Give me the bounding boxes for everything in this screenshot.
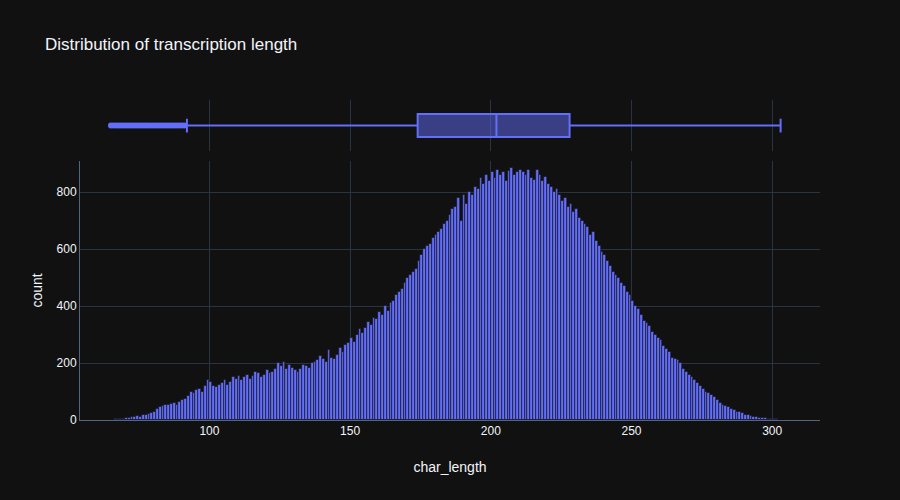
svg-text:200: 200	[481, 424, 501, 438]
svg-text:800: 800	[57, 185, 77, 199]
svg-text:0: 0	[70, 413, 77, 427]
svg-text:400: 400	[57, 299, 77, 313]
svg-text:count: count	[29, 273, 45, 307]
svg-text:250: 250	[621, 424, 641, 438]
svg-text:600: 600	[57, 242, 77, 256]
svg-text:100: 100	[199, 424, 219, 438]
svg-text:300: 300	[762, 424, 782, 438]
svg-text:200: 200	[57, 356, 77, 370]
svg-text:char_length: char_length	[413, 459, 486, 475]
svg-text:150: 150	[340, 424, 360, 438]
svg-text:Distribution of transcription: Distribution of transcription length	[45, 35, 297, 54]
